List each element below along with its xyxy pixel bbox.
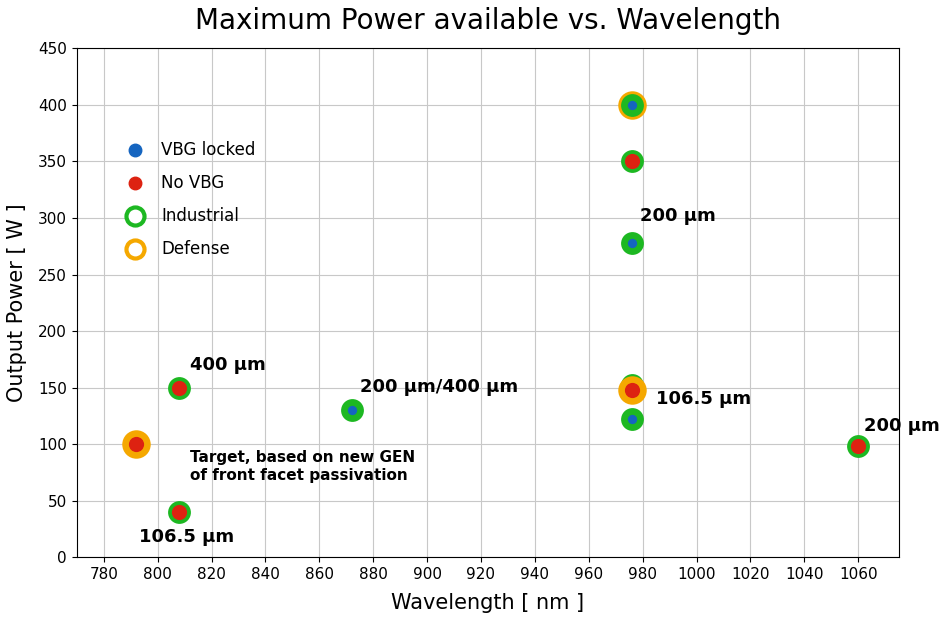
Point bbox=[624, 100, 639, 110]
Point bbox=[850, 441, 865, 451]
Point bbox=[344, 405, 359, 415]
Title: Maximum Power available vs. Wavelength: Maximum Power available vs. Wavelength bbox=[195, 7, 781, 35]
Point bbox=[128, 439, 143, 449]
Point bbox=[624, 156, 639, 166]
Point bbox=[850, 441, 865, 451]
Point bbox=[624, 385, 639, 395]
Y-axis label: Output Power [ W ]: Output Power [ W ] bbox=[7, 203, 27, 402]
Point bbox=[624, 100, 639, 110]
Point bbox=[624, 238, 639, 248]
Point bbox=[624, 414, 639, 424]
Legend: VBG locked, No VBG, Industrial, Defense: VBG locked, No VBG, Industrial, Defense bbox=[110, 133, 264, 267]
Text: 200 μm/400 μm: 200 μm/400 μm bbox=[360, 378, 518, 396]
Text: Target, based on new GEN
of front facet passivation: Target, based on new GEN of front facet … bbox=[190, 450, 415, 484]
Point bbox=[172, 383, 187, 392]
Point bbox=[624, 414, 639, 424]
X-axis label: Wavelength [ nm ]: Wavelength [ nm ] bbox=[391, 593, 584, 613]
Point bbox=[172, 507, 187, 517]
Point bbox=[624, 381, 639, 391]
Text: 106.5 μm: 106.5 μm bbox=[139, 528, 234, 546]
Point bbox=[172, 507, 187, 517]
Point bbox=[128, 439, 143, 449]
Text: 400 μm: 400 μm bbox=[190, 356, 266, 374]
Text: 200 μm: 200 μm bbox=[640, 207, 715, 225]
Point bbox=[624, 156, 639, 166]
Point bbox=[624, 381, 639, 391]
Point bbox=[624, 385, 639, 395]
Point bbox=[624, 100, 639, 110]
Text: 106.5 μm: 106.5 μm bbox=[656, 390, 751, 408]
Point bbox=[624, 238, 639, 248]
Point bbox=[172, 383, 187, 392]
Point bbox=[344, 405, 359, 415]
Text: 200 μm: 200 μm bbox=[864, 417, 940, 435]
